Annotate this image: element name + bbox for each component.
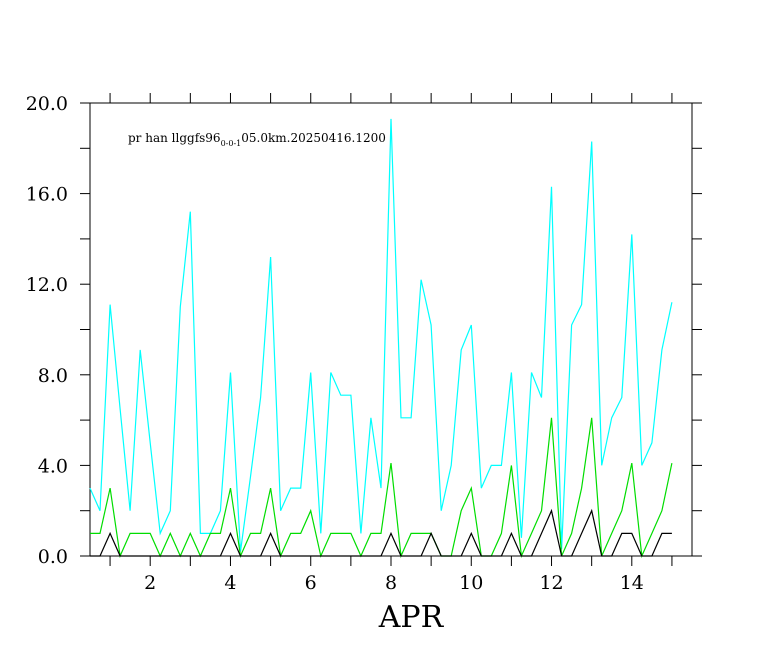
x-tick-label: 14 xyxy=(620,572,644,594)
y-tick-label: 12.0 xyxy=(26,274,68,296)
series-line-2 xyxy=(90,417,673,559)
axis-layer: 0.0 4.0 8.0 12.0 16.0 20.0 2 4 6 8 10 12 14 xyxy=(26,93,702,594)
y-tick-label: 8.0 xyxy=(38,365,68,387)
plot-border xyxy=(89,102,693,557)
plot-frame xyxy=(89,102,693,557)
chart-title-suffix: 05.0km.20250416.1200 xyxy=(241,131,386,145)
chart-title-subscript: 0-0-1 xyxy=(221,139,242,148)
y-tick-label: 4.0 xyxy=(38,455,68,477)
series-line-3 xyxy=(90,508,672,557)
x-tick-label: 2 xyxy=(144,572,156,594)
y-tick-label: 20.0 xyxy=(26,93,68,115)
chart-title: pr han llggfs960-0-105.0km.20250416.1200 xyxy=(128,131,386,148)
series-line-1 xyxy=(89,118,673,552)
x-tick-label: 10 xyxy=(459,572,483,594)
x-tick-label: 12 xyxy=(539,572,563,594)
x-axis-label: APR xyxy=(378,600,445,635)
x-tick-label: 4 xyxy=(224,572,236,594)
series-layer xyxy=(89,118,673,559)
y-tick-label: 16.0 xyxy=(26,184,68,206)
x-tick-label: 6 xyxy=(305,572,317,594)
y-tick-label: 0.0 xyxy=(38,546,68,568)
x-tick-label: 8 xyxy=(385,572,397,594)
chart-title-main: pr han llggfs96 xyxy=(128,131,221,145)
